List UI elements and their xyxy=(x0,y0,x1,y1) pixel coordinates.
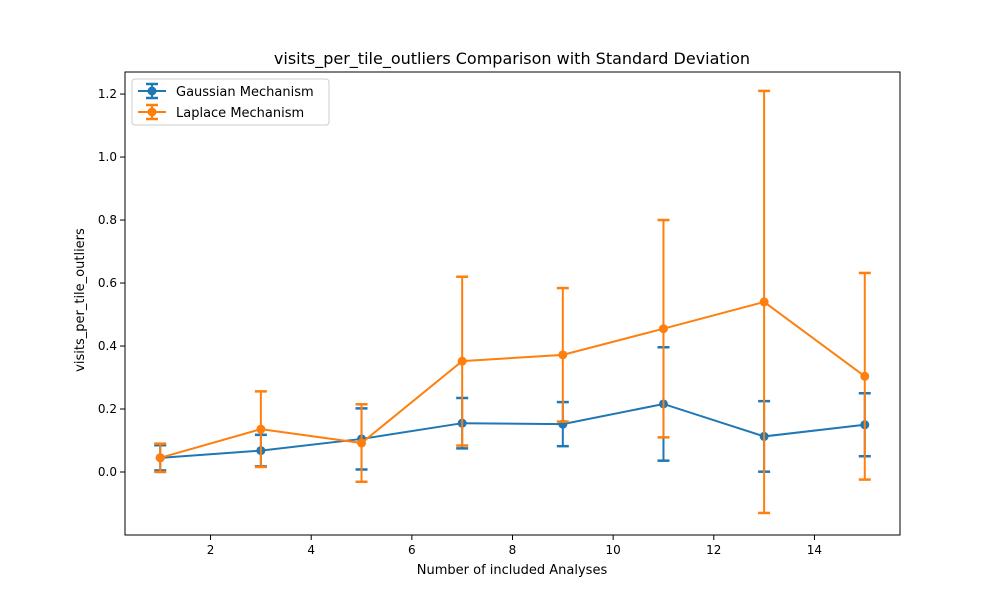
series-line xyxy=(159,300,866,459)
x-tick-label: 12 xyxy=(706,543,721,557)
legend-marker xyxy=(147,86,157,96)
data-point xyxy=(558,350,568,360)
y-tick-label: 1.2 xyxy=(98,87,117,101)
y-tick-label: 1.0 xyxy=(98,150,117,164)
data-point xyxy=(155,453,165,463)
plot-area: 2 4 6 8 10 12 14 0.0 0.2 0.4 0.6 0.8 1.0 1.2 Gaussian … xyxy=(98,71,901,557)
x-tick-label: 10 xyxy=(606,543,621,557)
x-tick-label: 2 xyxy=(207,543,215,557)
legend: Gaussian Mechanism Laplace Mechanism xyxy=(131,78,330,126)
series-laplace xyxy=(154,89,871,515)
series-line xyxy=(160,402,865,459)
chart-title: visits_per_tile_outliers Comparison with… xyxy=(274,49,750,69)
data-point xyxy=(256,424,266,434)
y-tick-label: 0.4 xyxy=(98,339,117,353)
x-tick-label: 6 xyxy=(408,543,416,557)
data-point xyxy=(457,356,467,366)
x-tick-label: 14 xyxy=(807,543,822,557)
data-point xyxy=(658,324,668,334)
data-point xyxy=(860,371,870,381)
legend-item: Laplace Mechanism xyxy=(138,103,304,121)
y-tick-label: 0.2 xyxy=(98,402,117,416)
y-tick-label: 0.8 xyxy=(98,213,117,227)
legend-label: Laplace Mechanism xyxy=(176,106,304,121)
legend-marker xyxy=(147,107,157,117)
data-point xyxy=(759,297,769,307)
y-axis-label: visits_per_tile_outliers xyxy=(73,228,88,372)
legend-box xyxy=(131,78,330,126)
y-tick-label: 0.0 xyxy=(98,465,117,479)
legend-label: Gaussian Mechanism xyxy=(176,85,314,100)
x-tick-label: 8 xyxy=(509,543,517,557)
x-tick-label: 4 xyxy=(307,543,315,557)
data-point xyxy=(357,438,367,448)
axes-frame xyxy=(124,71,901,536)
y-tick-label: 0.6 xyxy=(98,276,117,290)
x-axis-label: Number of included Analyses xyxy=(417,563,608,578)
legend-item: Gaussian Mechanism xyxy=(138,82,314,100)
